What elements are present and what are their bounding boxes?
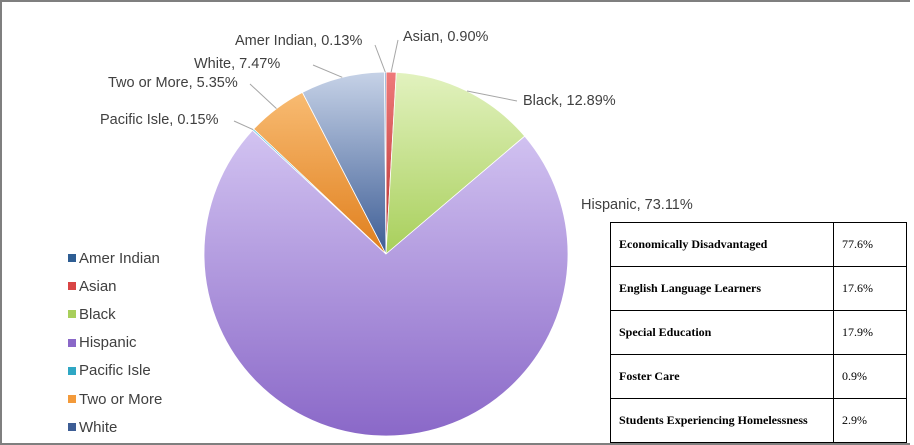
legend-label: Two or More [79, 390, 163, 408]
data-label-two-or-more: Two or More, 5.35% [108, 75, 238, 91]
data-label-white: White, 7.47% [194, 56, 280, 72]
stat-value: 2.9% [833, 398, 907, 443]
legend-item-white: White [68, 413, 162, 441]
stat-label: Special Education [610, 310, 834, 355]
legend-label: Hispanic [79, 334, 137, 352]
pie-slice-black [385, 71, 526, 255]
stat-value: 0.9% [833, 354, 907, 399]
stat-value: 17.6% [833, 266, 907, 311]
table-row: Economically Disadvantaged 77.6% [610, 222, 907, 267]
legend-item-pacific-isle: Pacific Isle [68, 357, 162, 385]
legend-item-black: Black [68, 300, 162, 328]
pie-slice-hispanic [203, 129, 569, 437]
table-row: Special Education 17.9% [610, 310, 907, 355]
data-label-hispanic: Hispanic, 73.11% [581, 197, 693, 213]
leader-line [374, 44, 386, 73]
stat-value: 77.6% [833, 222, 907, 267]
table-row: Students Experiencing Homelessness 2.9% [610, 398, 907, 443]
legend-swatch [68, 338, 76, 347]
stat-value: 17.9% [833, 310, 907, 355]
legend-label: White [79, 418, 118, 436]
data-label-amer-indian: Amer Indian, 0.13% [235, 33, 362, 49]
leader-line [249, 83, 277, 109]
stat-label: Foster Care [610, 354, 834, 399]
legend-swatch [68, 254, 76, 263]
legend-label: Amer Indian [79, 249, 160, 267]
stat-label: Economically Disadvantaged [610, 222, 834, 267]
legend-label: Asian [79, 277, 117, 295]
legend-swatch [68, 366, 76, 375]
leader-line [312, 64, 343, 78]
legend-swatch [68, 282, 76, 291]
legend-label: Black [79, 305, 116, 323]
data-label-black: Black, 12.89% [523, 93, 616, 109]
legend-item-asian: Asian [68, 272, 162, 300]
stat-label: Students Experiencing Homelessness [610, 398, 834, 443]
table-row: Foster Care 0.9% [610, 354, 907, 399]
data-label-pacific-isle: Pacific Isle, 0.15% [100, 112, 219, 128]
leader-line [233, 120, 254, 131]
leader-line [466, 90, 518, 102]
legend-item-amer-indian: Amer Indian [68, 244, 162, 272]
legend-swatch [68, 310, 76, 319]
leader-line [390, 39, 399, 73]
chart-legend: Amer Indian Asian Black Hispanic Pacific… [68, 244, 162, 441]
legend-label: Pacific Isle [79, 362, 151, 380]
legend-item-hispanic: Hispanic [68, 329, 162, 357]
legend-swatch [68, 423, 76, 432]
data-label-asian: Asian, 0.90% [403, 29, 489, 45]
table-row: English Language Learners 17.6% [610, 266, 907, 311]
student-stats-table: Economically Disadvantaged 77.6% English … [610, 222, 907, 443]
legend-item-two-or-more: Two or More [68, 385, 162, 413]
legend-swatch [68, 395, 76, 404]
stat-label: English Language Learners [610, 266, 834, 311]
